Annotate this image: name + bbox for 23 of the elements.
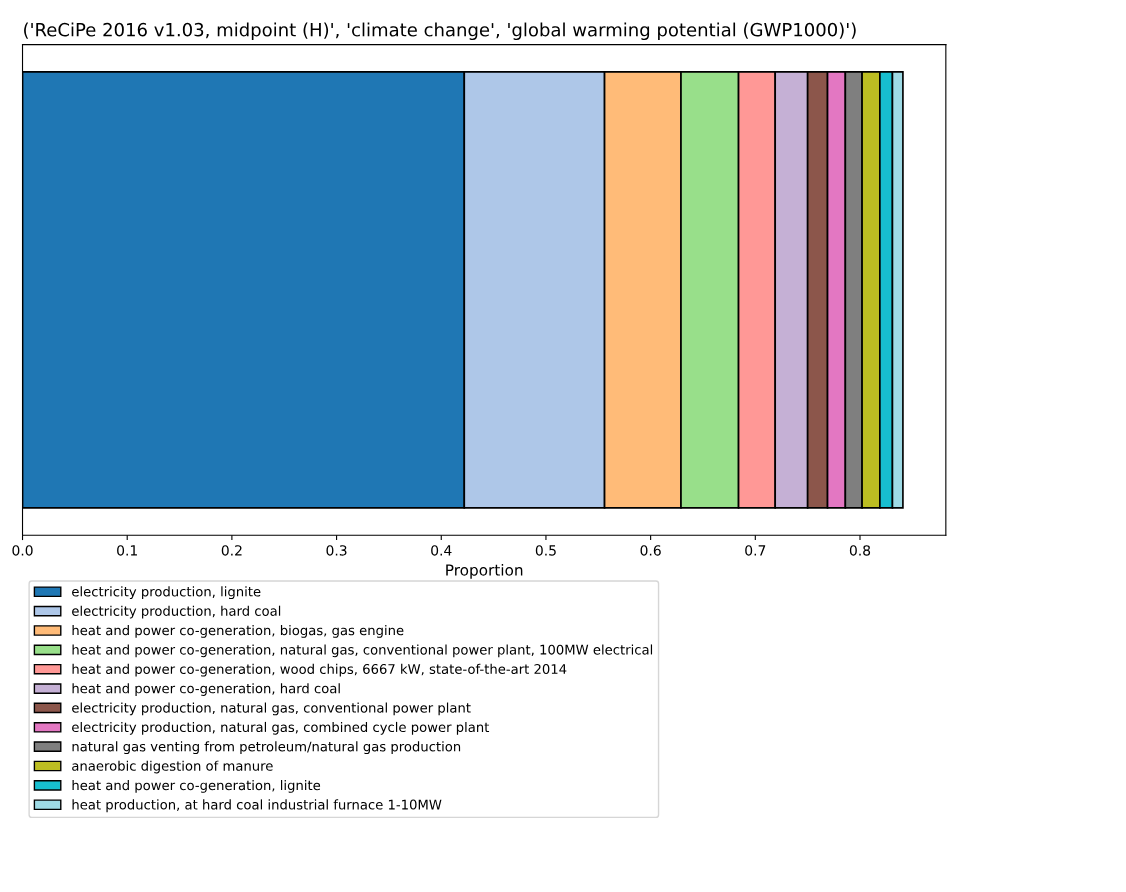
x-tick-label: 0.0 — [12, 545, 33, 556]
legend-label: heat and power co-generation, biogas, gas engine — [72, 625, 404, 638]
x-tick-label: 0.4 — [431, 545, 452, 556]
legend-label: electricity production, hard coal — [72, 605, 281, 619]
legend-label: heat and power co-generation, hard coal — [72, 683, 340, 696]
legend-label: electricity production, natural gas, combined cycle power plant — [72, 721, 490, 735]
x-tick-label: 0.8 — [849, 545, 871, 556]
legend-label: heat and power co-generation, lignite — [72, 779, 321, 793]
x-axis-title: Proportion — [446, 563, 523, 579]
x-tick-label: 0.3 — [326, 545, 347, 556]
legend-label: heat production, at hard coal industrial furnace 1-10MW — [72, 799, 442, 813]
legend-label: electricity production, natural gas, conventional power plant — [72, 702, 471, 716]
x-tick-label: 0.7 — [745, 545, 766, 556]
legend-label: anaerobic digestion of manure — [72, 760, 273, 774]
x-tick-label: 0.2 — [221, 545, 242, 556]
legend-label: electricity production, lignite — [72, 586, 261, 600]
x-tick-label: 0.6 — [640, 545, 661, 556]
chart-title: ('ReCiPe 2016 v1.03, midpoint (H)', 'climate change', 'global warming potential (GWP1000)') — [24, 22, 856, 41]
legend-label: heat and power co-generation, natural gas, conventional power plant, 100MW electrical — [72, 644, 653, 658]
x-tick-label: 0.5 — [535, 545, 556, 556]
legend-label: natural gas venting from petroleum/natural gas production — [72, 741, 461, 755]
x-tick-label: 0.1 — [117, 545, 137, 556]
legend-label: heat and power co-generation, wood chips, 6667 kW, state-of-the-art 2014 — [72, 663, 567, 677]
